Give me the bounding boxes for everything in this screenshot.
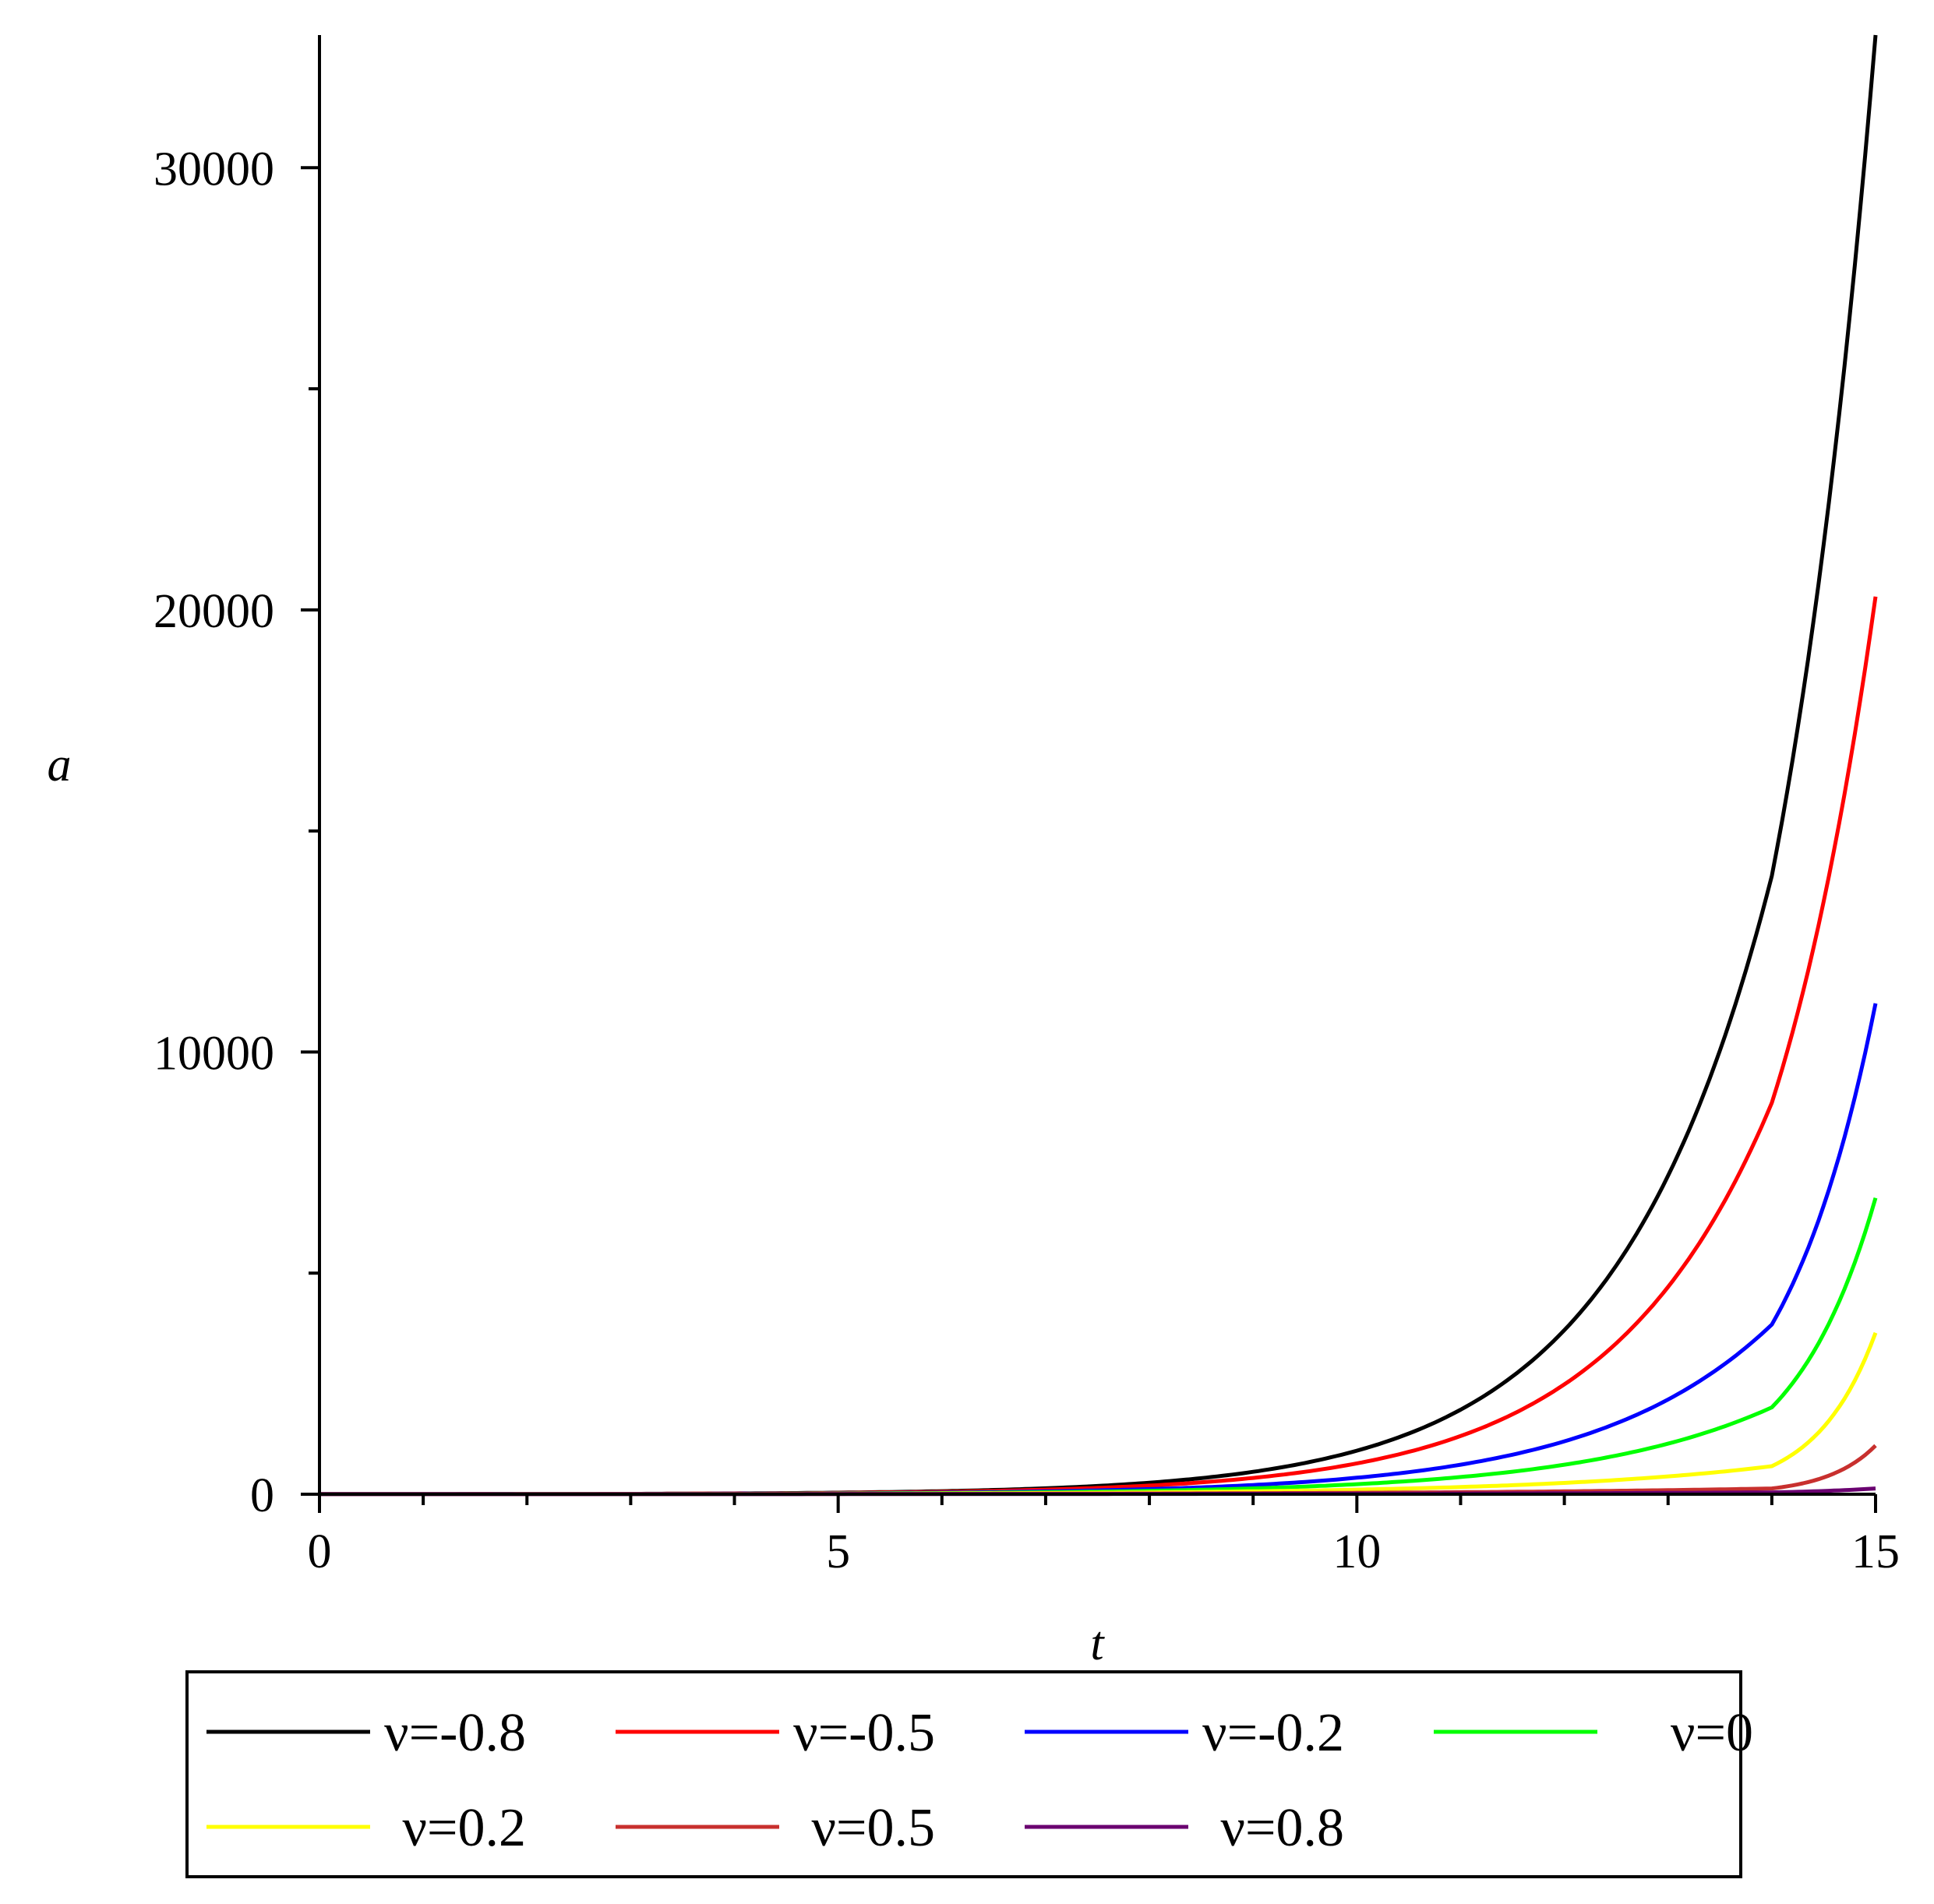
axis-ticks [301,166,1877,1513]
legend-items: ν=-0.8 ν=-0.5 ν=-0.2 ν=0 ν=0.2 ν=0.5 ν=0.8 [206,1703,1753,1858]
x-tick-label: 5 [826,1525,850,1578]
legend-label-1: ν=-0.5 [793,1703,935,1763]
y-tick-label: 30000 [154,143,274,196]
x-tick-label: 10 [1332,1525,1381,1578]
y-tick-label: 0 [250,1469,274,1522]
legend-label-4: ν=0.2 [402,1798,526,1858]
legend: ν=-0.8 ν=-0.5 ν=-0.2 ν=0 ν=0.2 ν=0.5 ν=0.8 [185,1670,1753,1878]
y-axis-title: a [48,739,72,792]
legend-label-2: ν=-0.2 [1202,1703,1344,1763]
tick-labels: 0 5 10 15 0 10000 20000 30000 [154,143,1900,1578]
y-tick-label: 20000 [154,585,274,638]
legend-box [185,1670,1742,1878]
y-tick-label: 10000 [154,1027,274,1080]
x-tick-label: 0 [308,1525,332,1578]
legend-label-3: ν=0 [1671,1703,1753,1763]
x-axis-title: t [1090,1617,1105,1670]
legend-label-6: ν=0.8 [1220,1798,1344,1858]
legend-label-5: ν=0.5 [811,1798,935,1858]
x-tick-label: 15 [1851,1525,1900,1578]
legend-label-0: ν=-0.8 [384,1703,526,1763]
